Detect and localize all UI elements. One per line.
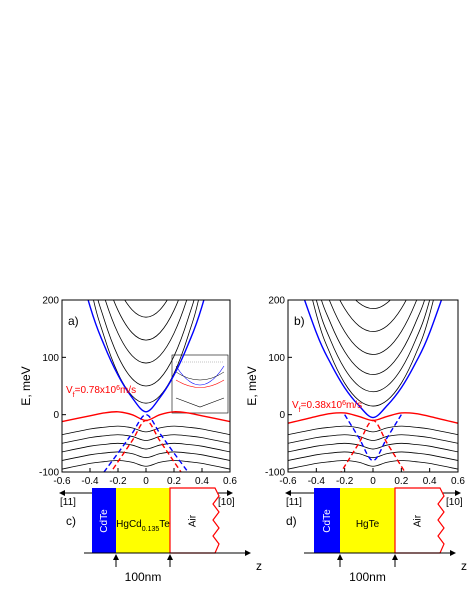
y-tick-label: 200 (268, 296, 285, 307)
annotation-part: m/s (120, 385, 136, 396)
y-axis-label: E, meV (245, 366, 259, 405)
y-tick-label: -100 (265, 468, 285, 479)
layer-well (340, 488, 395, 553)
band-line (62, 442, 230, 453)
x-tick-label: 0.2 (167, 476, 181, 487)
band-line (339, 300, 407, 332)
annotation-part: f (73, 392, 75, 399)
x-tick-label: -0.6 (53, 476, 71, 487)
annotation-part: 6 (342, 400, 346, 407)
x-tick-label: -0.6 (279, 476, 297, 487)
band-line (97, 300, 195, 387)
y-tick-label: 200 (42, 296, 59, 307)
band-line (340, 419, 406, 472)
x-tick-label: -0.4 (81, 476, 99, 487)
band-line (303, 300, 443, 419)
middle-layer-part: Te (159, 519, 170, 530)
annotation-part: =0.78x10 (75, 385, 117, 396)
band-line (355, 300, 391, 310)
middle-layer-part: HgCd (116, 519, 142, 530)
annotation-part: m/s (346, 400, 362, 411)
right-layer: Air (413, 514, 424, 527)
band-line (62, 434, 230, 444)
band-line (124, 300, 168, 318)
x-tick-label: 0.6 (223, 476, 237, 487)
annotation-part: f (299, 407, 301, 414)
axis-name: z (461, 559, 467, 573)
y-tick-label: 0 (279, 410, 285, 421)
x-tick-label: -0.4 (308, 476, 326, 487)
band-line (315, 300, 431, 393)
annotation-part: 6 (116, 385, 120, 392)
middle-layer: HgTe (356, 519, 380, 530)
left-layer: CdTe (322, 509, 333, 533)
width-label: 100nm (125, 570, 162, 584)
annotation: Vf=0.78x106m/s (66, 385, 136, 399)
y-tick-label: 0 (53, 410, 59, 421)
width-label: 100nm (349, 570, 386, 584)
band-line (288, 442, 458, 453)
band-line (288, 451, 458, 461)
middle-layer-part: 0.135 (142, 526, 160, 533)
panel-label: b) (294, 314, 305, 328)
x-tick-label: 0 (370, 476, 376, 487)
band-line (312, 300, 434, 407)
band-line (113, 300, 179, 341)
x-tick-label: 0.4 (195, 476, 209, 487)
band-line (87, 300, 205, 413)
annotation: Vf=0.38x106m/s (292, 400, 362, 414)
left-layer: CdTe (99, 509, 110, 533)
inset (171, 354, 229, 414)
diagram-label: d) (286, 514, 297, 528)
annotation-part: V (292, 400, 299, 411)
dir-left: [11] (286, 497, 302, 508)
axis-name: z (256, 559, 262, 573)
panel-label: a) (68, 314, 79, 328)
plot-area (62, 300, 230, 472)
middle-layer-part: HgTe (356, 519, 380, 530)
band-line (288, 425, 458, 436)
plot-area (288, 300, 458, 472)
band-line (320, 300, 426, 375)
band-line (62, 460, 230, 470)
right-layer: Air (188, 514, 199, 527)
y-tick-label: 100 (42, 353, 59, 364)
band-line (344, 414, 402, 462)
dir-right: [10] (218, 497, 235, 508)
band-line (288, 460, 458, 470)
x-tick-label: 0.4 (423, 476, 437, 487)
dir-right: [10] (446, 497, 463, 508)
x-tick-label: -0.2 (336, 476, 354, 487)
band-line (62, 425, 230, 436)
y-axis-label: E, meV (19, 366, 33, 405)
dir-left: [11] (60, 497, 76, 508)
y-tick-label: 100 (268, 353, 285, 364)
band-line (93, 300, 199, 404)
layer-cdte (92, 488, 116, 553)
layer-well (116, 488, 170, 553)
band-line (328, 300, 418, 355)
band-line (62, 451, 230, 461)
y-tick-label: -100 (39, 468, 59, 479)
middle-layer: HgCd0.135Te (116, 519, 170, 533)
x-tick-label: 0.6 (451, 476, 465, 487)
annotation-part: =0.38x10 (301, 400, 343, 411)
x-tick-label: 0 (143, 476, 149, 487)
band-line (104, 300, 188, 364)
layer-cdte (314, 488, 340, 553)
band-line (110, 419, 182, 472)
x-tick-label: -0.2 (109, 476, 127, 487)
annotation-part: V (66, 385, 73, 396)
band-line (288, 434, 458, 444)
x-tick-label: 0.2 (394, 476, 408, 487)
diagram-label: c) (66, 514, 76, 528)
